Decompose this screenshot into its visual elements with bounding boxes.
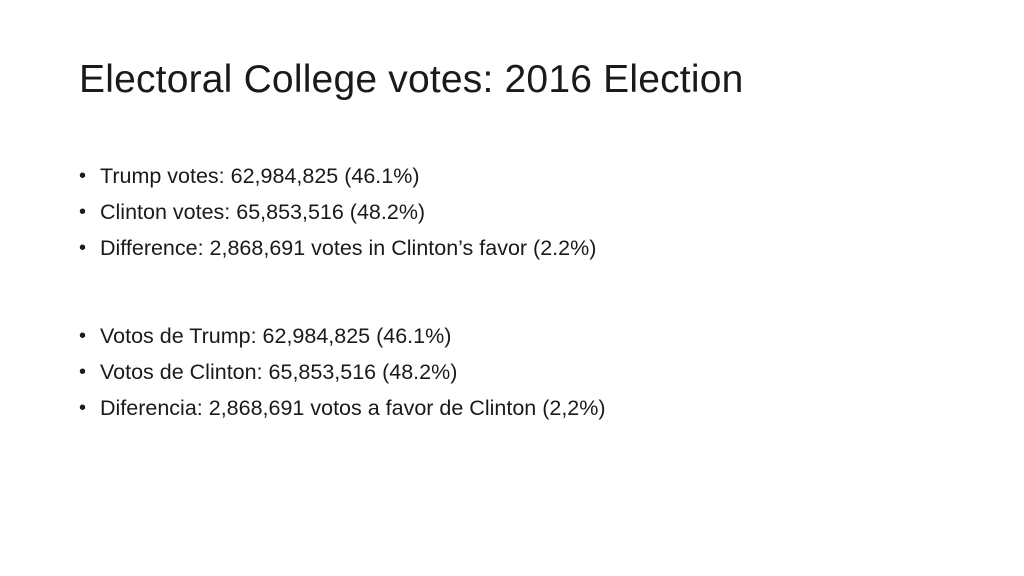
bullet-spacer [79, 266, 606, 318]
bullet-list: Trump votes: 62,984,825 (46.1%) Clinton … [79, 158, 606, 426]
bullet-clinton-votes: Clinton votes: 65,853,516 (48.2%) [79, 194, 606, 230]
bullet-diferencia: Diferencia: 2,868,691 votos a favor de C… [79, 390, 606, 426]
bullet-votos-clinton: Votos de Clinton: 65,853,516 (48.2%) [79, 354, 606, 390]
slide-title: Electoral College votes: 2016 Election [79, 58, 744, 101]
bullet-votos-trump: Votos de Trump: 62,984,825 (46.1%) [79, 318, 606, 354]
bullet-trump-votes: Trump votes: 62,984,825 (46.1%) [79, 158, 606, 194]
bullet-difference: Difference: 2,868,691 votes in Clinton’s… [79, 230, 606, 266]
